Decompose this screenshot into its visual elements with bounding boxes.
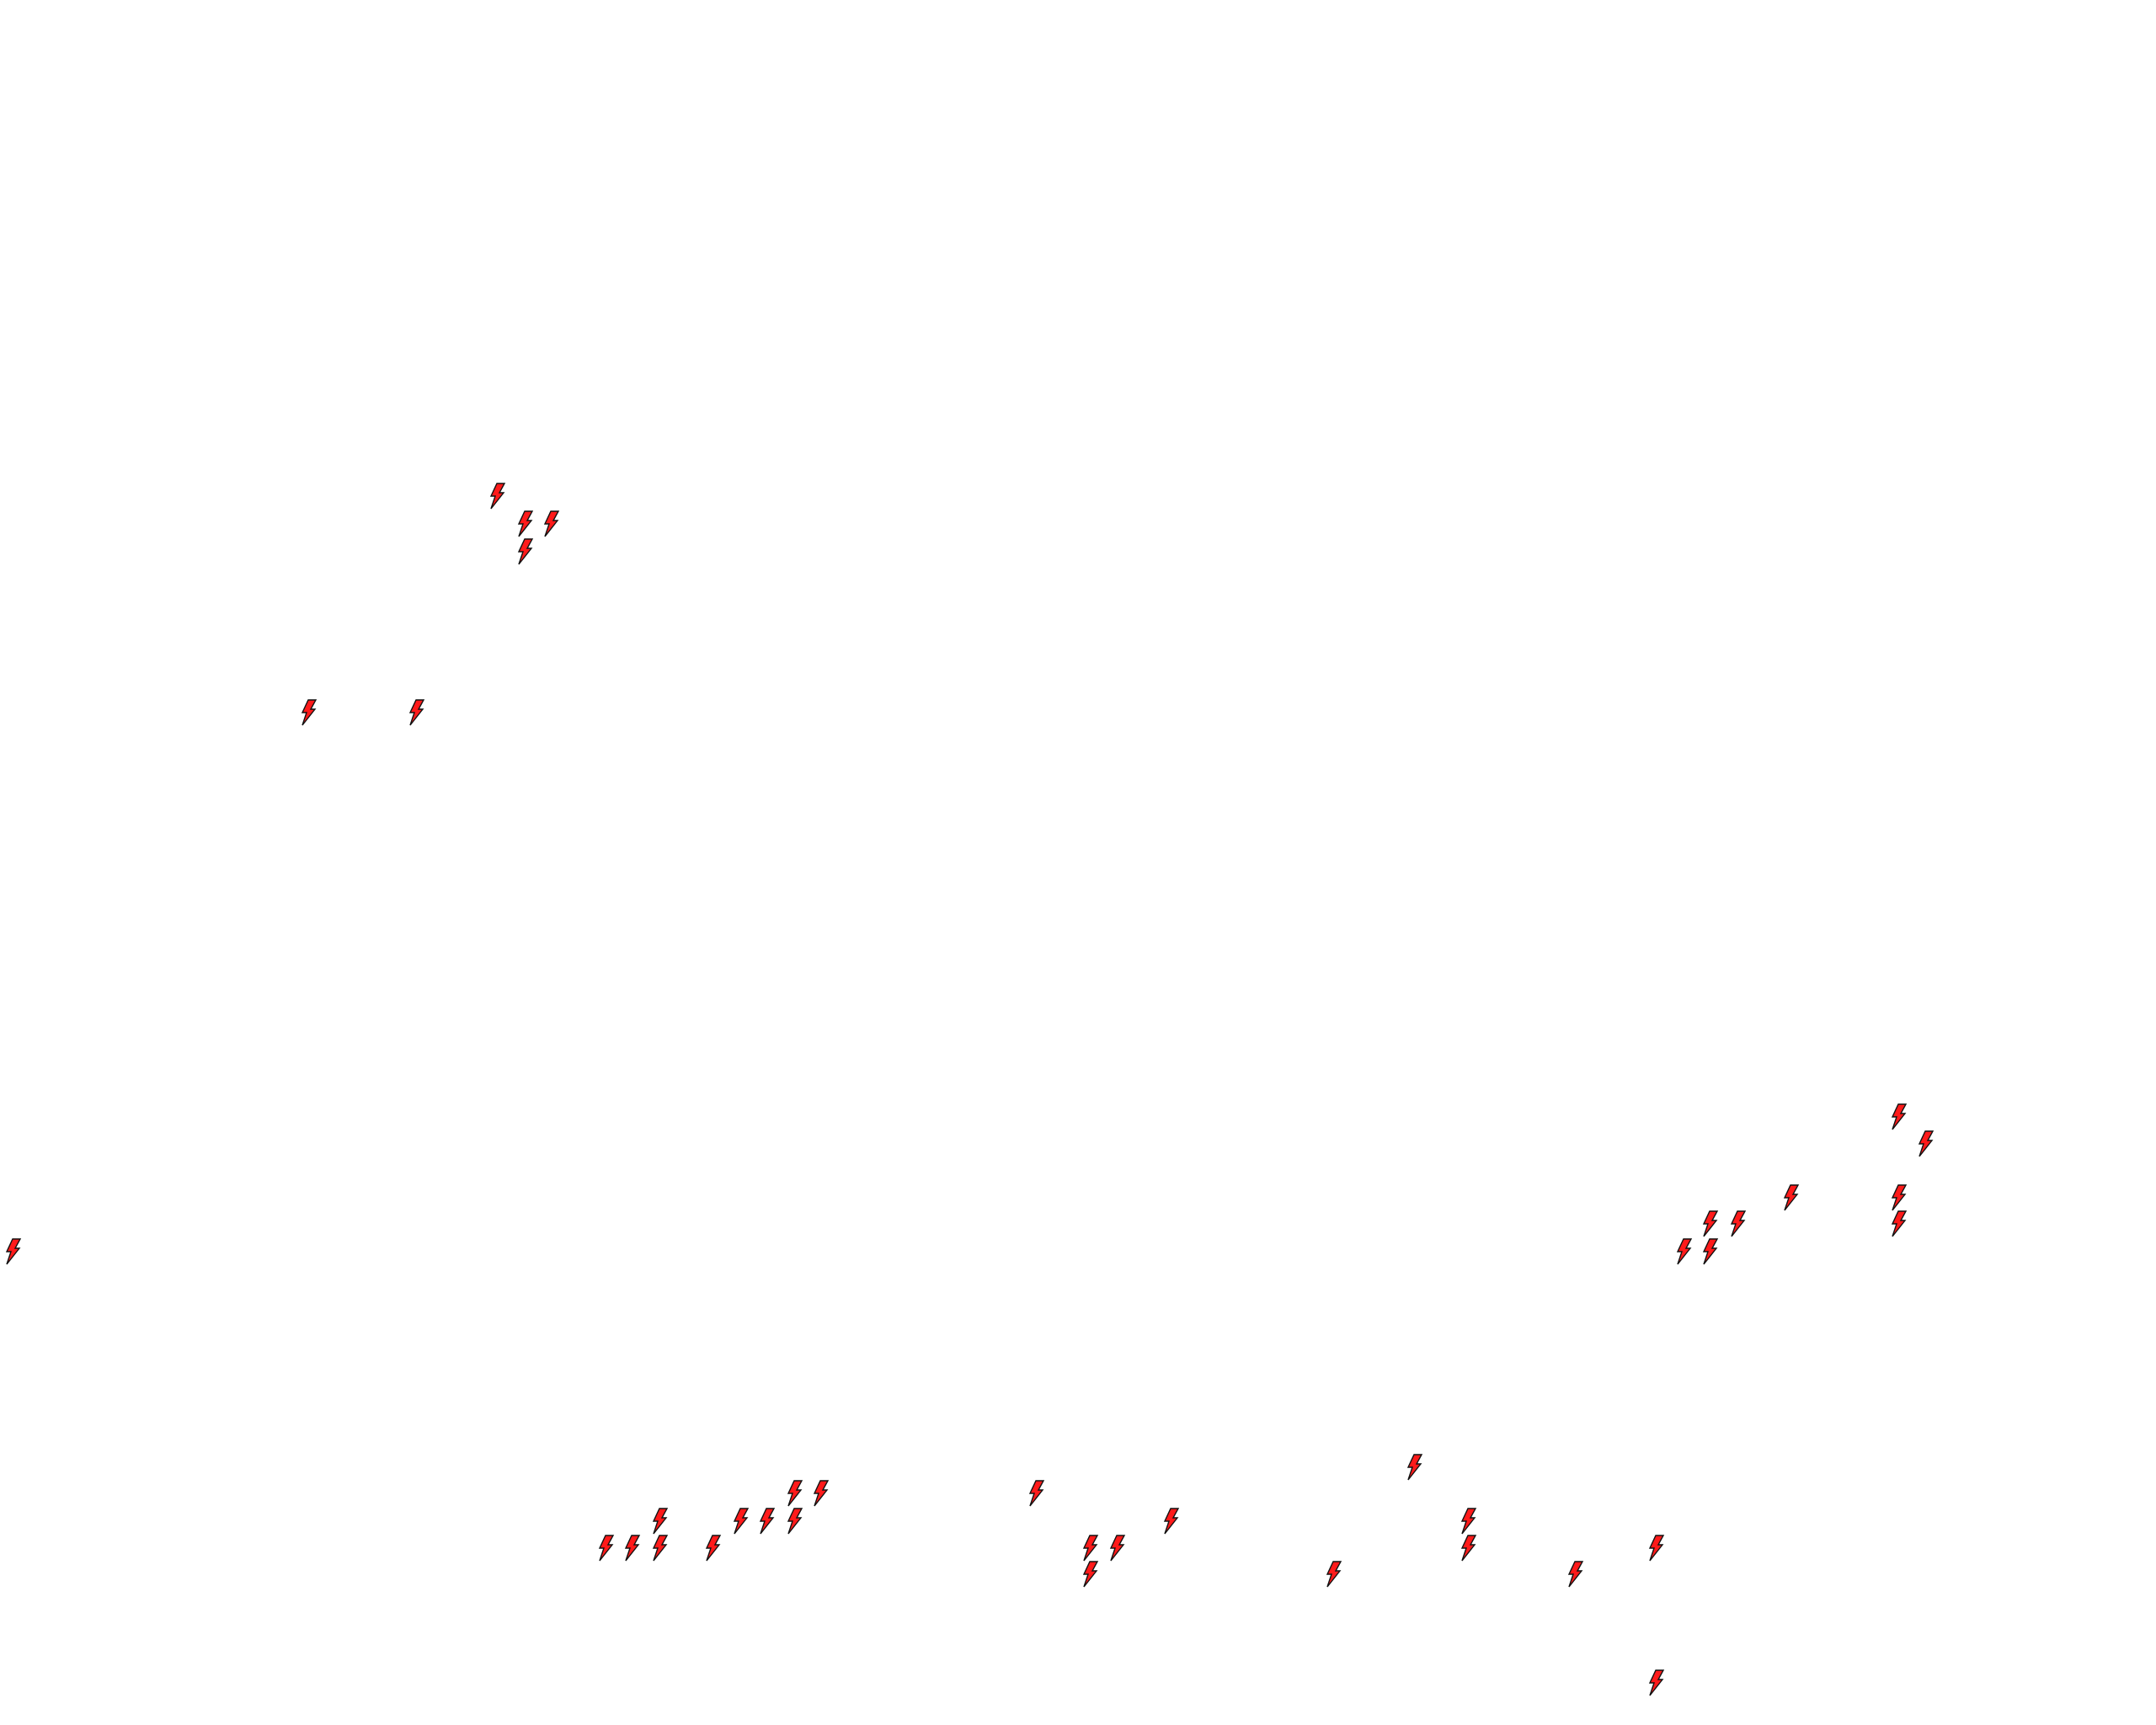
lightning-bolt-icon[interactable]: [1406, 1454, 1423, 1481]
lightning-bolt-icon[interactable]: [1730, 1210, 1747, 1237]
lightning-bolt-icon[interactable]: [5, 1238, 22, 1265]
lightning-bolt-icon[interactable]: [1326, 1561, 1342, 1588]
lightning-bolt-icon[interactable]: [1567, 1561, 1584, 1588]
lightning-bolt-icon[interactable]: [1648, 1535, 1665, 1562]
lightning-bolt-icon[interactable]: [1460, 1508, 1477, 1535]
lightning-bolt-icon[interactable]: [408, 699, 425, 726]
lightning-bolt-icon[interactable]: [787, 1508, 803, 1535]
lightning-bolt-icon[interactable]: [759, 1508, 776, 1535]
lightning-bolt-icon[interactable]: [1676, 1238, 1693, 1265]
lightning-bolt-icon[interactable]: [624, 1535, 641, 1562]
lightning-bolt-icon[interactable]: [1082, 1561, 1099, 1588]
lightning-bolt-icon[interactable]: [705, 1535, 722, 1562]
lightning-bolt-icon[interactable]: [733, 1508, 750, 1535]
lightning-bolt-icon[interactable]: [652, 1508, 669, 1535]
lightning-bolt-icon[interactable]: [813, 1480, 830, 1507]
lightning-bolt-icon[interactable]: [1460, 1535, 1477, 1562]
lightning-bolt-icon[interactable]: [489, 483, 506, 510]
lightning-bolt-icon[interactable]: [517, 537, 534, 565]
lightning-bolt-icon[interactable]: [1783, 1184, 1800, 1211]
lightning-bolt-icon[interactable]: [543, 510, 560, 537]
lightning-bolt-icon[interactable]: [1891, 1184, 1908, 1211]
lightning-bolt-icon[interactable]: [1702, 1238, 1719, 1265]
lightning-bolt-icon[interactable]: [1918, 1130, 1935, 1157]
lightning-bolt-icon[interactable]: [1028, 1480, 1045, 1507]
lightning-bolt-icon[interactable]: [652, 1535, 669, 1562]
lightning-bolt-icon[interactable]: [1648, 1669, 1665, 1696]
lightning-bolt-icon[interactable]: [787, 1480, 803, 1507]
lightning-bolt-icon[interactable]: [598, 1535, 615, 1562]
lightning-bolt-icon[interactable]: [1109, 1535, 1126, 1562]
lightning-bolt-icon[interactable]: [1891, 1103, 1908, 1130]
lightning-bolt-icon[interactable]: [1891, 1210, 1908, 1237]
lightning-bolt-icon[interactable]: [1163, 1508, 1180, 1535]
lightning-bolt-icon[interactable]: [517, 510, 534, 537]
lightning-bolt-icon[interactable]: [1702, 1210, 1719, 1237]
lightning-bolt-icon[interactable]: [1082, 1535, 1099, 1562]
lightning-bolt-icon[interactable]: [301, 699, 318, 726]
